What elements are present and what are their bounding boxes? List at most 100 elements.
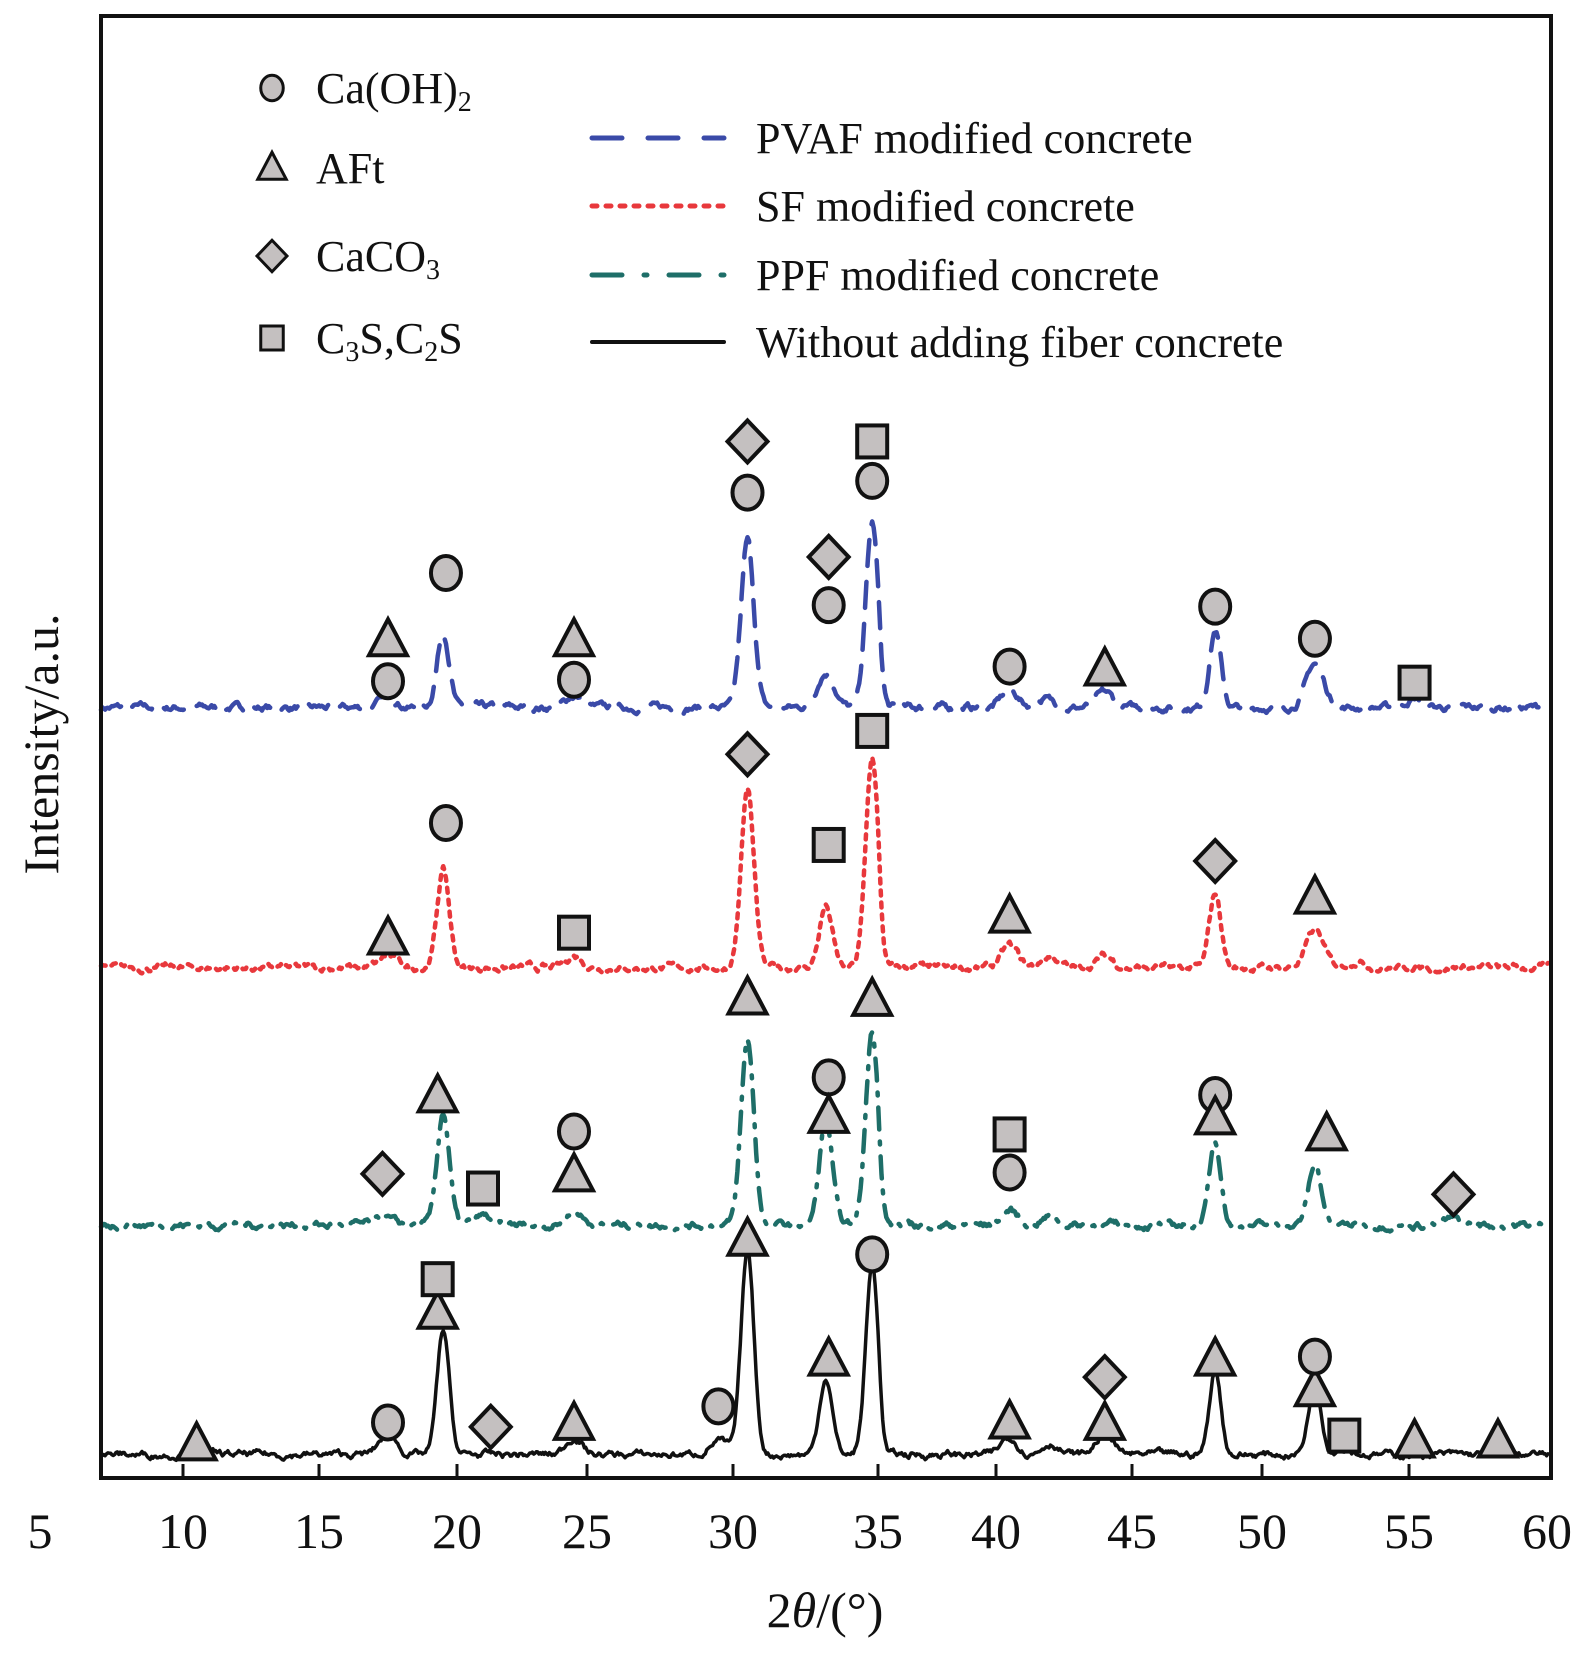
marker-diamond [1430,1170,1477,1219]
x-tick-label: 15 [294,1503,344,1559]
marker-triangle [174,1419,219,1462]
phase-legend-label: Ca(OH)2 [316,64,472,118]
series-legend-label: PVAF modified concrete [756,114,1193,163]
marker-diamond [724,417,771,466]
marker-circle [1198,587,1233,626]
marker-triangle [1192,1093,1238,1136]
marker-circle [992,647,1027,686]
marker-square [1397,664,1432,701]
marker-triangle [551,614,597,658]
diamond-icon [254,238,290,274]
phase-legend: Ca(OH)2 AFt CaCO3 C3S,C2S [254,64,472,368]
marker-triangle [1082,644,1128,687]
x-tick-label: 40 [971,1503,1021,1559]
marker-diamond [359,1150,406,1198]
phase-legend-item: CaCO3 [254,232,440,286]
x-tick-label: 45 [1107,1503,1157,1559]
phase-legend-label: C3S,C2S [316,314,463,368]
marker-square [811,826,846,863]
x-tick-label: 50 [1237,1503,1287,1559]
plot-frame [99,14,1553,1480]
x-tick-labels: 5 10 15 20 25 30 35 40 45 50 55 60 [28,1503,1573,1559]
marker-circle [557,1112,591,1151]
marker-circle [855,461,890,500]
marker-triangle [987,891,1032,934]
marker-triangle [987,1397,1032,1440]
marker-square [992,1116,1027,1153]
series-legend-label: PPF modified concrete [756,251,1159,300]
x-tick-label: 55 [1384,1503,1434,1559]
phase-legend-item: Ca(OH)2 [259,64,472,118]
marker-circle [730,473,765,512]
marker-triangle [1475,1416,1521,1459]
marker-diamond [805,533,852,581]
x-tick-label: 10 [158,1503,208,1559]
series-legend-item: PVAF modified concrete [589,114,1193,163]
triangle-icon [255,149,289,181]
marker-triangle [551,1398,597,1441]
marker-square [855,423,890,460]
marker-triangle [551,1150,597,1193]
phase-legend-label: CaCO3 [316,232,440,286]
marker-circle [992,1153,1027,1192]
marker-triangle [725,1214,770,1257]
x-ticks [181,1464,1411,1478]
marker-triangle [1082,1398,1128,1441]
marker-diamond [1192,837,1238,885]
series-legend-item: Without adding fiber concrete [590,318,1283,367]
marker-circle [371,662,405,701]
marker-diamond [468,1402,514,1451]
marker-square [1327,1417,1362,1454]
phase-markers [174,417,1521,1462]
marker-diamond [724,730,771,779]
marker-circle [811,1058,846,1097]
marker-square [466,1170,500,1207]
series-legend-item: SF modified concrete [589,182,1135,231]
x-tick-label: 30 [708,1503,758,1559]
x-tick-label: 60 [1522,1503,1572,1559]
marker-triangle [806,1091,852,1134]
series-curves [98,519,1551,1463]
marker-triangle [415,1071,460,1114]
marker-triangle [1304,1109,1349,1152]
y-axis-title: Intensity/a.u. [13,613,69,874]
marker-circle [1297,1337,1332,1376]
phase-legend-item: AFt [255,144,384,193]
series-line-1 [98,519,1551,717]
marker-diamond [1082,1353,1128,1402]
marker-triangle [849,974,895,1017]
marker-triangle [1292,1364,1338,1408]
marker-triangle [1292,872,1338,915]
x-tick-label: 5 [28,1503,53,1559]
marker-triangle [806,1334,852,1377]
x-tick-label: 25 [562,1503,612,1559]
series-line-4 [99,1248,1550,1463]
series-legend-label: SF modified concrete [756,182,1135,231]
marker-circle [855,1235,890,1274]
marker-circle [371,1403,405,1442]
marker-triangle [365,913,411,956]
series-line-2 [98,755,1551,976]
x-tick-label: 20 [432,1503,482,1559]
circle-icon [259,73,285,103]
marker-square [855,712,890,749]
marker-square [557,914,591,951]
marker-circle [428,804,463,843]
marker-circle [811,586,846,625]
phase-legend-label: AFt [316,144,384,193]
x-axis-title: 2θ/(°) [767,1582,884,1638]
series-legend-item: PPF modified concrete [589,251,1159,300]
marker-triangle [365,614,411,658]
series-legend-label: Without adding fiber concrete [756,318,1283,367]
marker-triangle [1192,1334,1238,1377]
series-legend: PVAF modified concrete SF modified concre… [589,114,1283,367]
square-icon [259,324,285,352]
marker-circle [1297,619,1332,658]
marker-triangle [1392,1416,1437,1459]
marker-triangle [725,973,770,1016]
marker-circle [701,1387,736,1426]
series-line-3 [98,1029,1551,1234]
x-tick-label: 35 [853,1503,903,1559]
marker-square [420,1261,455,1298]
